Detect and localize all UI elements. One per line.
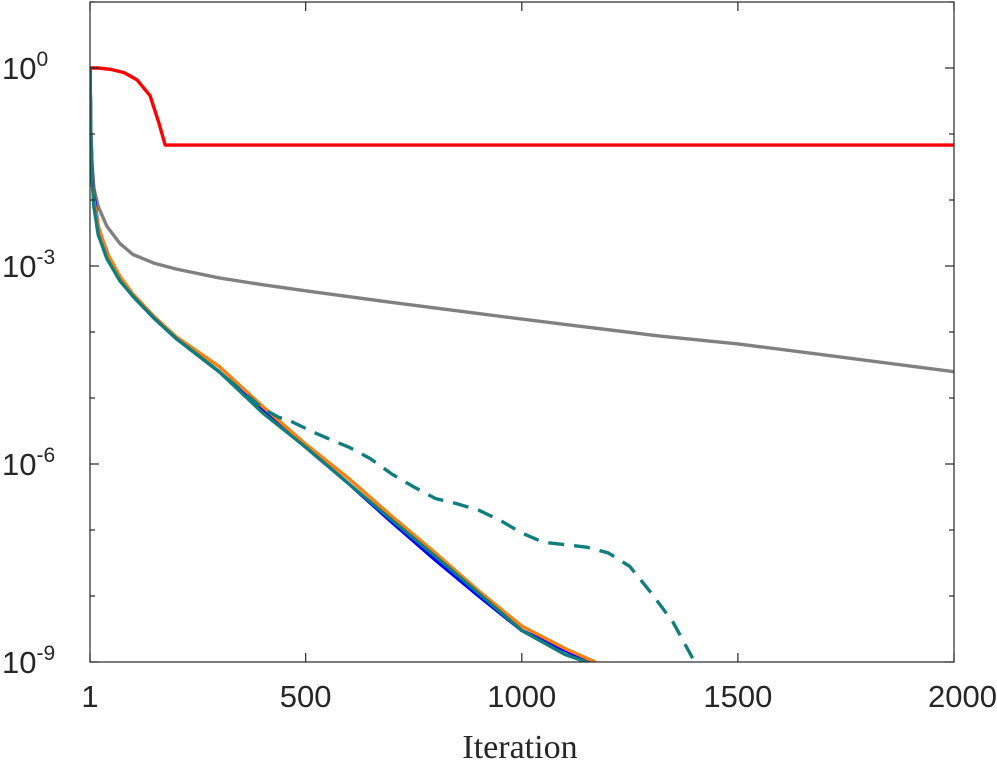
x-tick-label-4: 1500 [703,679,772,714]
y-tick-labels: 100 10-3 10-6 10-9 [2,48,55,680]
series-line-2 [90,66,954,374]
y-tick-label-2: 10-3 [2,246,55,284]
y-tick-label-4: 10-9 [2,642,55,680]
x-tick-label-3: 1000 [487,679,556,714]
series-line-1 [90,66,954,147]
series-layer [90,66,954,662]
x-axis-title: Iteration [462,729,577,763]
x-tick-label-5: 2000 [928,679,997,714]
axes-frame [89,1,955,663]
series-line-5 [90,66,589,662]
series-line-3 [90,66,593,662]
plot-border [89,1,955,663]
series-line-4 [90,66,597,662]
y-tick-label-3: 10-6 [2,444,55,482]
x-tick-label-1: 1 [81,679,98,714]
x-tick-labels: 1 500 1000 1500 2000 [81,679,997,714]
x-tick-label-2: 500 [280,679,332,714]
series-line-6 [90,67,697,662]
y-tick-label-1: 100 [2,48,48,86]
